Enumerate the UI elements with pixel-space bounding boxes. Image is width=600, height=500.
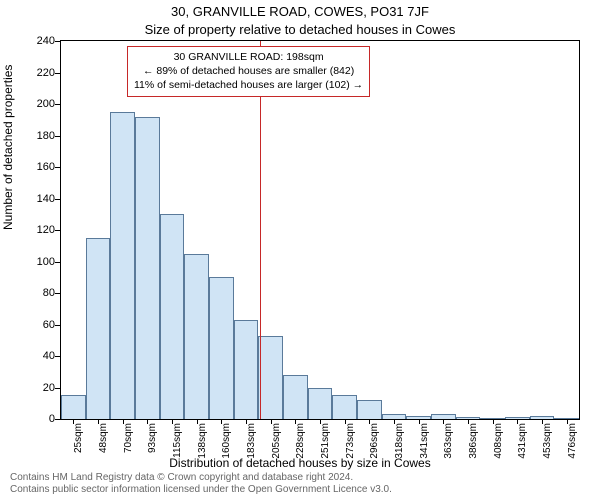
y-tick-label: 100	[20, 256, 55, 268]
y-tick-label: 220	[20, 67, 55, 79]
reference-line	[260, 41, 261, 419]
y-tick	[55, 167, 60, 168]
histogram-bar	[332, 395, 357, 419]
y-tick-label: 240	[20, 35, 55, 47]
x-tick-label: 228sqm	[295, 423, 306, 463]
x-tick-label: 431sqm	[517, 423, 528, 463]
histogram-bar	[184, 254, 209, 419]
x-tick-label: 138sqm	[197, 423, 208, 463]
histogram-bar	[135, 117, 160, 419]
footer-line-1: Contains HM Land Registry data © Crown c…	[10, 472, 590, 484]
histogram-bar	[209, 277, 234, 419]
x-tick-label: 251sqm	[320, 423, 331, 463]
x-tick-label: 296sqm	[369, 423, 380, 463]
x-tick-label: 183sqm	[246, 423, 257, 463]
x-tick-label: 386sqm	[468, 423, 479, 463]
histogram-bar	[308, 388, 333, 420]
histogram-bar	[61, 395, 86, 419]
chart-container: 30, GRANVILLE ROAD, COWES, PO31 7JF Size…	[0, 0, 600, 500]
y-tick-label: 20	[20, 382, 55, 394]
y-tick	[55, 136, 60, 137]
y-tick	[55, 199, 60, 200]
y-tick	[55, 325, 60, 326]
y-tick	[55, 419, 60, 420]
histogram-bar	[110, 112, 135, 419]
y-tick	[55, 388, 60, 389]
x-tick-label: 25sqm	[73, 423, 84, 463]
y-tick-label: 80	[20, 287, 55, 299]
histogram-bar	[283, 375, 308, 419]
y-tick-label: 0	[20, 413, 55, 425]
footer: Contains HM Land Registry data © Crown c…	[10, 472, 590, 496]
footer-line-2: Contains public sector information licen…	[10, 484, 590, 496]
x-tick-label: 48sqm	[98, 423, 109, 463]
x-tick-label: 341sqm	[419, 423, 430, 463]
y-tick-label: 160	[20, 161, 55, 173]
x-tick-label: 93sqm	[147, 423, 158, 463]
title-line-1: 30, GRANVILLE ROAD, COWES, PO31 7JF	[0, 4, 600, 19]
y-tick-label: 140	[20, 193, 55, 205]
y-tick-label: 120	[20, 224, 55, 236]
x-tick-label: 160sqm	[221, 423, 232, 463]
y-tick	[55, 230, 60, 231]
x-tick-label: 318sqm	[394, 423, 405, 463]
x-tick-label: 476sqm	[567, 423, 578, 463]
y-tick	[55, 356, 60, 357]
histogram-bar	[160, 214, 185, 419]
callout-line-3: 11% of semi-detached houses are larger (…	[134, 78, 363, 92]
x-tick-label: 408sqm	[493, 423, 504, 463]
histogram-bar	[86, 238, 111, 419]
y-tick	[55, 41, 60, 42]
y-axis-label: Number of detached properties	[1, 65, 15, 230]
histogram-bar	[258, 336, 283, 419]
histogram-bar	[357, 400, 382, 419]
y-tick	[55, 73, 60, 74]
callout-box: 30 GRANVILLE ROAD: 198sqm ← 89% of detac…	[127, 46, 370, 97]
x-tick-label: 205sqm	[271, 423, 282, 463]
y-tick	[55, 104, 60, 105]
x-tick-label: 363sqm	[443, 423, 454, 463]
title-line-2: Size of property relative to detached ho…	[0, 22, 600, 37]
y-tick-label: 40	[20, 350, 55, 362]
y-tick	[55, 262, 60, 263]
plot-area: 30 GRANVILLE ROAD: 198sqm ← 89% of detac…	[60, 40, 580, 420]
y-tick	[55, 293, 60, 294]
x-tick-label: 115sqm	[172, 423, 183, 463]
x-tick-label: 273sqm	[345, 423, 356, 463]
x-tick-label: 453sqm	[542, 423, 553, 463]
callout-line-2: ← 89% of detached houses are smaller (84…	[134, 64, 363, 78]
y-tick-label: 180	[20, 130, 55, 142]
x-tick-label: 70sqm	[123, 423, 134, 463]
histogram-bar	[234, 320, 259, 419]
callout-line-1: 30 GRANVILLE ROAD: 198sqm	[134, 50, 363, 64]
y-tick-label: 200	[20, 98, 55, 110]
y-tick-label: 60	[20, 319, 55, 331]
